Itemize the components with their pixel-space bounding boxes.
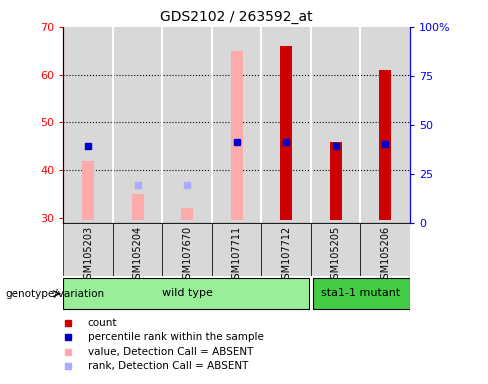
Bar	[163, 27, 212, 223]
Bar	[311, 27, 361, 223]
Text: rank, Detection Call = ABSENT: rank, Detection Call = ABSENT	[88, 361, 248, 371]
Bar	[212, 27, 262, 223]
Bar	[212, 223, 262, 276]
Bar	[280, 46, 292, 220]
Bar	[113, 223, 163, 276]
Text: GSM105203: GSM105203	[83, 225, 93, 285]
Text: sta1-1 mutant: sta1-1 mutant	[321, 288, 400, 298]
Bar	[262, 27, 311, 223]
Bar	[379, 70, 391, 220]
Bar	[311, 223, 361, 276]
Text: GSM105205: GSM105205	[331, 225, 341, 285]
Text: percentile rank within the sample: percentile rank within the sample	[88, 332, 264, 342]
Bar	[163, 223, 212, 276]
Bar	[329, 142, 342, 220]
Bar	[82, 161, 94, 220]
Text: GSM105204: GSM105204	[133, 225, 142, 285]
Text: GSM107711: GSM107711	[232, 225, 242, 285]
Bar	[181, 209, 193, 220]
Title: GDS2102 / 263592_at: GDS2102 / 263592_at	[161, 10, 313, 25]
Bar	[361, 223, 410, 276]
Text: wild type: wild type	[162, 288, 213, 298]
Bar	[113, 27, 163, 223]
FancyBboxPatch shape	[63, 278, 309, 310]
Text: value, Detection Call = ABSENT: value, Detection Call = ABSENT	[88, 347, 253, 357]
Text: GSM105206: GSM105206	[380, 225, 390, 285]
Text: GSM107712: GSM107712	[281, 225, 291, 285]
Text: GSM107670: GSM107670	[182, 225, 192, 285]
Bar	[361, 27, 410, 223]
Bar	[63, 223, 113, 276]
Text: count: count	[88, 318, 117, 328]
Text: genotype/variation: genotype/variation	[5, 289, 104, 299]
Bar	[231, 51, 243, 220]
Bar	[262, 223, 311, 276]
FancyBboxPatch shape	[313, 278, 410, 310]
Bar	[63, 27, 113, 223]
Bar	[132, 194, 144, 220]
